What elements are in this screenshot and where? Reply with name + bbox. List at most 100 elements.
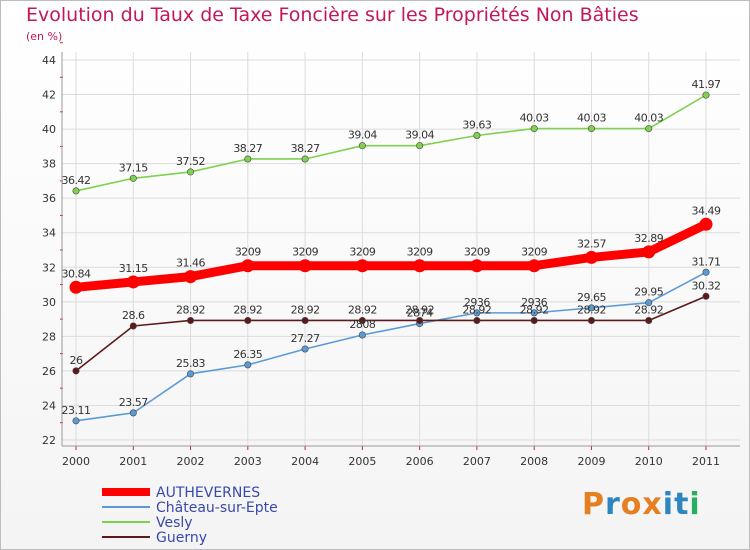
y-tick-label: 42: [42, 89, 56, 102]
data-point-vesly: [129, 174, 137, 182]
legend-label-vesly: Vesly: [156, 515, 193, 531]
data-label-vesly: 38.27: [233, 142, 262, 155]
logo-letter: P: [582, 487, 605, 522]
data-label-ch-teau-sur-epte: 31.71: [692, 255, 721, 268]
x-tick-label: 2007: [463, 455, 491, 468]
data-point-vesly: [72, 187, 80, 195]
data-point-guerny: [72, 367, 80, 375]
data-label-guerny: 26: [70, 354, 83, 367]
y-tick-label: 34: [42, 227, 56, 240]
chart-subtitle: (en %): [26, 30, 63, 43]
data-point-vesly: [473, 131, 481, 139]
data-label-vesly: 40.03: [577, 112, 606, 125]
data-point-vesly: [358, 142, 366, 150]
data-point-guerny: [416, 316, 424, 324]
data-point-vesly: [187, 168, 195, 176]
data-label-guerny: 28.92: [405, 303, 434, 316]
data-point-guerny: [587, 316, 595, 324]
series-line-ch-teau-sur-epte: [75, 271, 707, 422]
data-label-guerny: 28.92: [176, 303, 205, 316]
data-point-guerny: [645, 316, 653, 324]
legend-label-guerny: Guerny: [156, 530, 207, 546]
data-label-ch-teau-sur-epte: 26.35: [233, 348, 262, 361]
chart-title: Evolution du Taux de Taxe Foncière sur l…: [26, 4, 639, 26]
data-label-vesly: 39.04: [348, 129, 377, 142]
data-label-vesly: 39.04: [405, 129, 434, 142]
data-point-authevernes: [69, 280, 83, 294]
data-point-authevernes: [184, 270, 198, 284]
data-point-authevernes: [413, 259, 427, 273]
data-point-ch-teau-sur-epte: [244, 361, 252, 369]
data-label-guerny: 28.92: [520, 303, 549, 316]
y-tick-label: 28: [42, 330, 56, 343]
x-tick-label: 2010: [635, 455, 663, 468]
data-point-authevernes: [241, 259, 255, 273]
data-label-guerny: 28.92: [348, 303, 377, 316]
data-label-authevernes: 3209: [292, 246, 318, 259]
data-point-ch-teau-sur-epte: [587, 304, 595, 312]
data-label-ch-teau-sur-epte: 29.65: [577, 291, 606, 304]
data-point-guerny: [244, 316, 252, 324]
data-point-authevernes: [527, 259, 541, 273]
data-label-ch-teau-sur-epte: 29.95: [634, 286, 663, 299]
data-point-authevernes: [699, 217, 713, 231]
x-tick-label: 2008: [520, 455, 548, 468]
x-tick-label: 2011: [692, 455, 720, 468]
series-line-authevernes: [71, 219, 711, 292]
proxiti-logo: Proxiti: [582, 487, 701, 522]
data-point-guerny: [129, 322, 137, 330]
y-tick-label: 44: [42, 54, 56, 67]
data-label-authevernes: 32.89: [634, 232, 663, 245]
data-label-vesly: 41.97: [692, 78, 721, 91]
data-point-guerny: [301, 316, 309, 324]
data-point-ch-teau-sur-epte: [187, 370, 195, 378]
logo-letter: i: [689, 487, 701, 522]
logo-letter: r: [605, 487, 621, 522]
x-tick-label: 2000: [62, 455, 90, 468]
data-point-guerny: [358, 316, 366, 324]
data-label-vesly: 40.03: [520, 112, 549, 125]
x-tick-label: 2003: [234, 455, 262, 468]
data-point-ch-teau-sur-epte: [129, 409, 137, 417]
x-tick-label: 2004: [291, 455, 319, 468]
data-point-authevernes: [470, 259, 484, 273]
data-point-ch-teau-sur-epte: [358, 331, 366, 339]
data-label-authevernes: 31.15: [119, 262, 148, 275]
data-label-guerny: 28.92: [233, 303, 262, 316]
x-tick-label: 2002: [177, 455, 205, 468]
data-point-vesly: [244, 155, 252, 163]
data-point-authevernes: [584, 250, 598, 264]
data-label-authevernes: 32.57: [577, 237, 606, 250]
data-label-guerny: 28.92: [634, 303, 663, 316]
y-tick-label: 40: [42, 123, 56, 136]
data-label-ch-teau-sur-epte: 2808: [349, 318, 375, 331]
data-point-vesly: [587, 125, 595, 133]
data-label-authevernes: 3209: [349, 246, 375, 259]
logo-letter: t: [674, 487, 690, 522]
series-line-guerny: [75, 295, 707, 372]
data-label-vesly: 39.63: [462, 118, 491, 131]
data-point-authevernes: [642, 245, 656, 259]
data-label-guerny: 30.32: [692, 279, 721, 292]
data-point-vesly: [530, 125, 538, 133]
x-tick-label: 2005: [348, 455, 376, 468]
data-point-ch-teau-sur-epte: [702, 268, 710, 276]
data-label-ch-teau-sur-epte: 2936: [464, 296, 490, 309]
data-point-guerny: [473, 316, 481, 324]
y-tick-label: 30: [42, 296, 56, 309]
data-point-ch-teau-sur-epte: [301, 345, 309, 353]
data-label-ch-teau-sur-epte: 25.83: [176, 357, 205, 370]
legend-label-ch-teau-sur-epte: Château-sur-Epte: [156, 500, 278, 516]
data-point-authevernes: [355, 259, 369, 273]
data-label-guerny: 28.92: [577, 303, 606, 316]
data-point-vesly: [645, 125, 653, 133]
data-label-vesly: 38.27: [291, 142, 320, 155]
data-label-authevernes: 30.84: [62, 267, 91, 280]
logo-letter: i: [662, 487, 675, 522]
data-label-vesly: 36.42: [62, 174, 91, 187]
data-point-authevernes: [298, 259, 312, 273]
x-tick-label: 2009: [577, 455, 605, 468]
data-point-vesly: [416, 142, 424, 150]
data-label-vesly: 37.52: [176, 155, 205, 168]
